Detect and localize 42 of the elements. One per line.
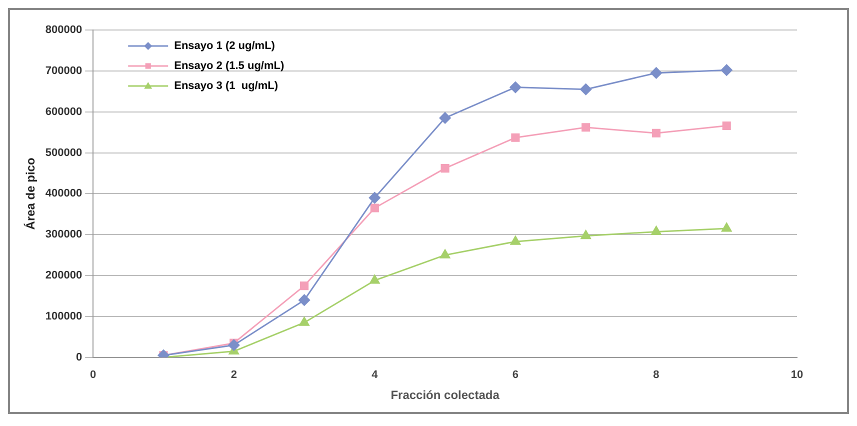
- y-tick-label: 500000: [45, 146, 82, 159]
- point: [299, 316, 310, 326]
- x-tick-label: 6: [512, 369, 519, 382]
- point: [510, 82, 522, 94]
- y-tick-label: 600000: [45, 106, 82, 118]
- point: [510, 236, 521, 245]
- y-tick-label: 700000: [45, 64, 82, 77]
- y-tick-label: 400000: [45, 188, 82, 200]
- point: [651, 226, 662, 236]
- y-tick-label: 300000: [45, 228, 82, 241]
- point: [650, 67, 662, 79]
- y-axis-title: Área de pico: [24, 158, 38, 230]
- point: [722, 222, 732, 232]
- point: [580, 230, 591, 240]
- y-tick-label: 0: [76, 351, 82, 364]
- point: [652, 128, 661, 138]
- point: [298, 294, 310, 306]
- legend-label: Ensayo 2 (1.5 ug/mL): [174, 60, 284, 72]
- x-tick-label: 0: [90, 369, 96, 382]
- x-tick-label: 8: [653, 369, 660, 382]
- point: [370, 204, 379, 212]
- legend-label: Ensayo 1 (2 ug/mL): [174, 40, 276, 52]
- x-tick-label: 4: [372, 369, 379, 382]
- x-tick-label: 10: [790, 369, 804, 382]
- point: [722, 121, 731, 130]
- point: [300, 281, 309, 290]
- x-axis-title: Fracción colectada: [390, 388, 500, 402]
- point: [720, 64, 732, 76]
- point: [511, 133, 520, 142]
- y-tick-label: 800000: [45, 24, 82, 36]
- point: [580, 84, 592, 96]
- point: [439, 112, 451, 124]
- point: [440, 164, 450, 173]
- legend-label: Ensayo 3 (1 ug/mL): [174, 80, 278, 92]
- point: [440, 249, 450, 258]
- x-tick-label: 2: [230, 369, 237, 382]
- point: [582, 123, 590, 132]
- point: [368, 192, 380, 204]
- point: [228, 339, 240, 351]
- y-tick-label: 200000: [45, 270, 82, 282]
- point: [370, 274, 380, 284]
- y-tick-label: 100000: [45, 310, 82, 323]
